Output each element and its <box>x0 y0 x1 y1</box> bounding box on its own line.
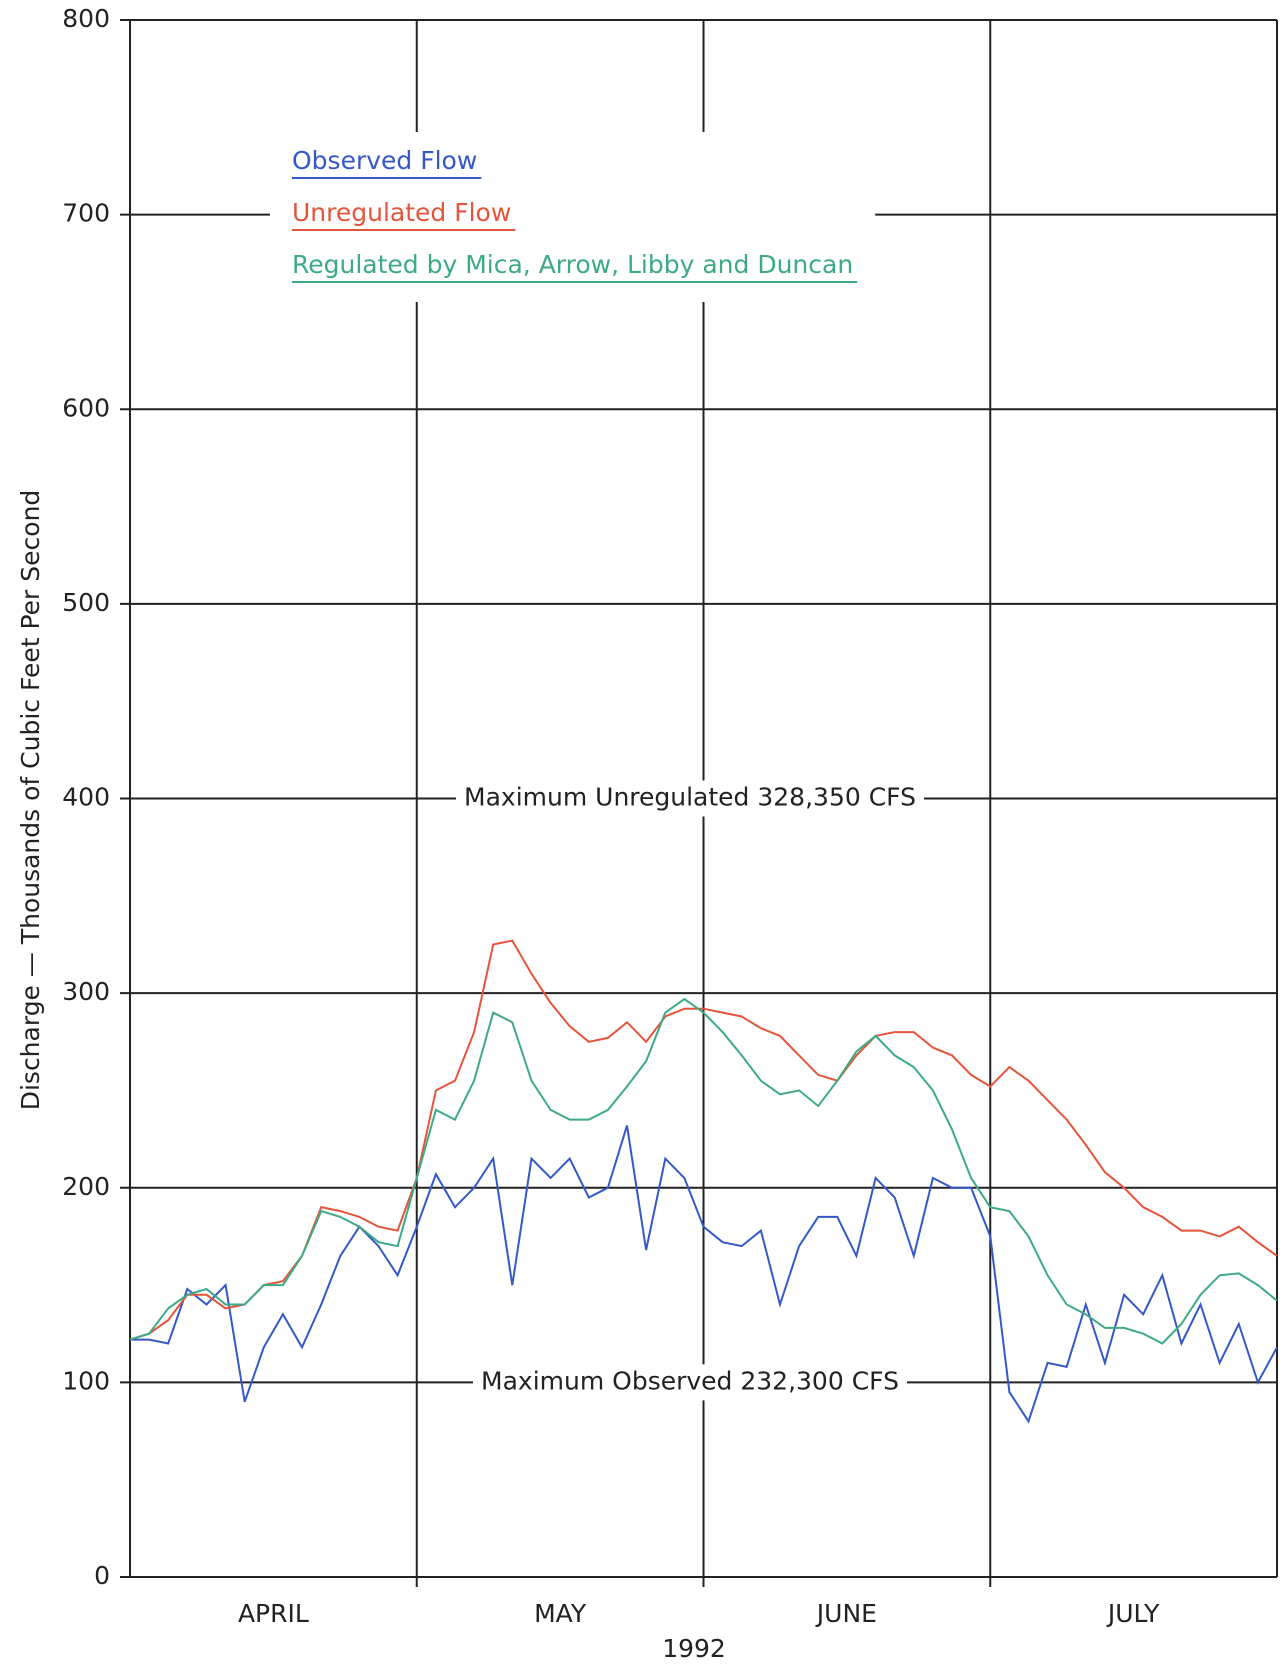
annotation-background <box>456 780 924 817</box>
y-tick-label: 400 <box>62 783 110 812</box>
y-axis-label: Discharge — Thousands of Cubic Feet Per … <box>16 490 45 1111</box>
x-tick-label: MAY <box>534 1599 587 1628</box>
legend-background <box>270 132 876 302</box>
annotation: Maximum Observed 232,300 CFS <box>481 1366 899 1395</box>
y-tick-label: 300 <box>62 977 110 1006</box>
line-series <box>129 939 1278 1341</box>
x-tick-label: JUNE <box>815 1599 877 1628</box>
y-tick-label: 700 <box>62 199 110 228</box>
legend-label: Unregulated Flow <box>292 198 511 227</box>
line-series <box>129 997 1278 1345</box>
line-series <box>130 1125 1278 1424</box>
annotation: Maximum Unregulated 328,350 CFS <box>464 783 916 812</box>
y-tick-label: 100 <box>62 1366 110 1395</box>
x-axis-label: 1992 <box>662 1634 726 1663</box>
y-tick-label: 500 <box>62 588 110 617</box>
y-tick-label: 0 <box>94 1561 110 1590</box>
y-tick-label: 800 <box>62 4 110 33</box>
y-tick-label: 200 <box>62 1172 110 1201</box>
y-tick-label: 600 <box>62 393 110 422</box>
annotation-background <box>473 1364 907 1401</box>
legend-label: Regulated by Mica, Arrow, Libby and Dunc… <box>292 250 853 279</box>
x-tick-label: JULY <box>1106 1599 1160 1628</box>
x-tick-label: APRIL <box>238 1599 309 1628</box>
legend-label: Observed Flow <box>292 146 477 175</box>
